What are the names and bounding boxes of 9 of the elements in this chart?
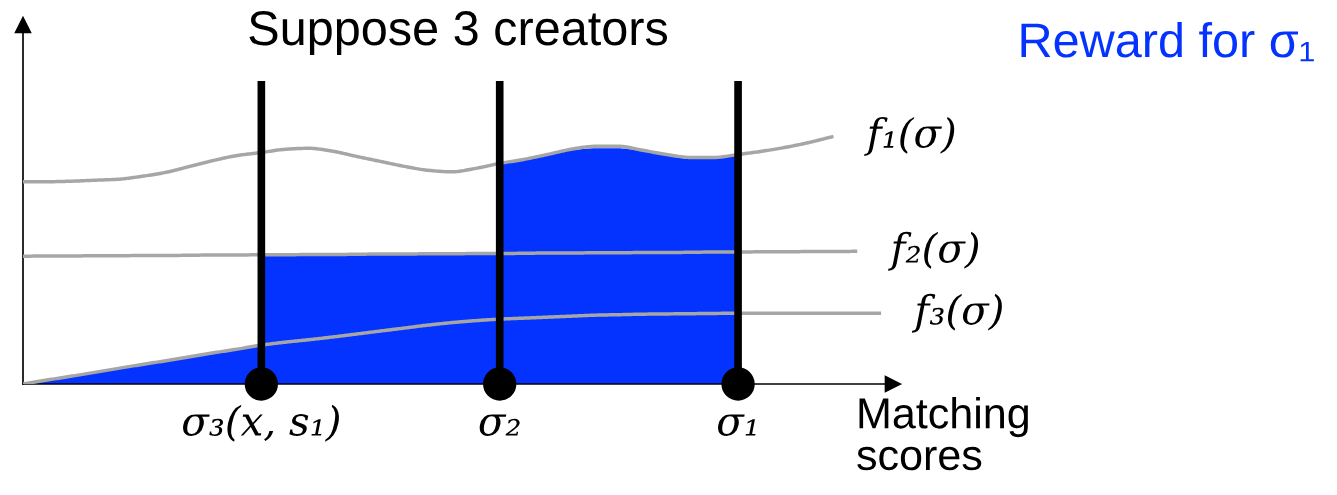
series-label: f₁(σ) [864,116,955,156]
chart-title: Suppose 3 creators [249,11,668,56]
x-tick-label: σ₃(x, s₁) [183,404,339,442]
x-axis-title: Matching scores [857,397,1028,471]
text: Reward for σ₁ [1021,21,1314,62]
series-label: f₂(σ) [888,231,979,271]
x-tick-label: σ₁ [718,414,756,437]
x-tick-label: σ₂ [479,414,520,437]
series-label: f₃(σ) [911,293,1002,333]
